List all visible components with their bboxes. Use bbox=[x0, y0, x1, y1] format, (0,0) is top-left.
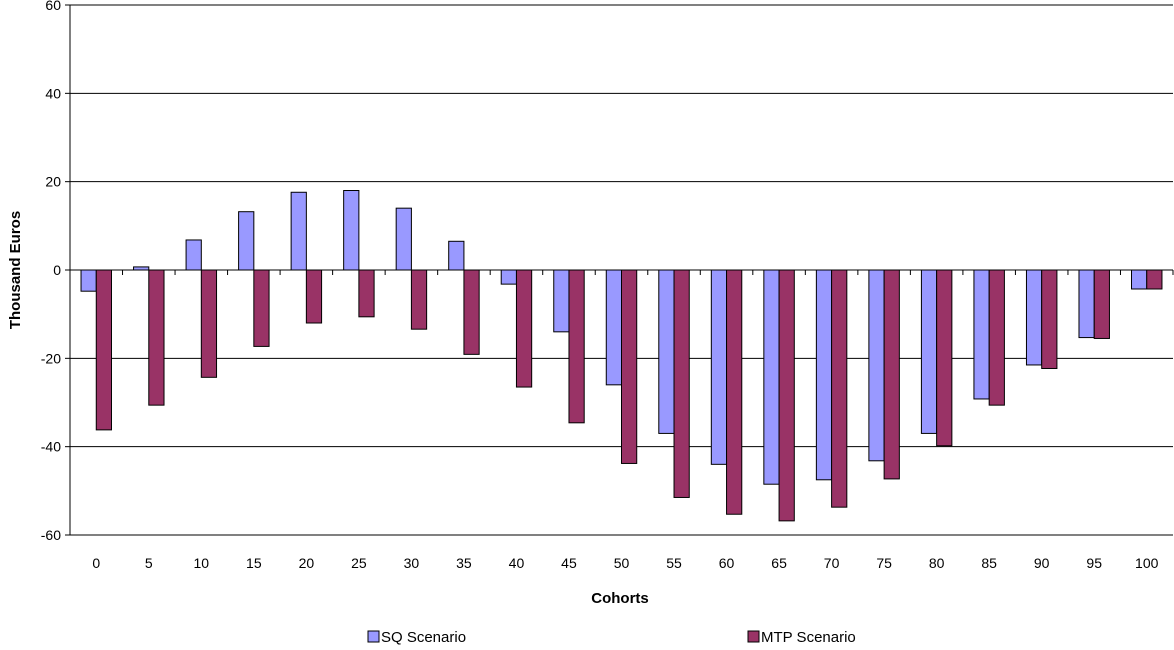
bar-sq bbox=[553, 269, 570, 333]
bar-mtp bbox=[148, 269, 165, 406]
bar-sq bbox=[710, 269, 728, 465]
x-tick-label: 15 bbox=[246, 555, 262, 571]
y-tick-label: 20 bbox=[45, 174, 61, 190]
x-tick-label: 100 bbox=[1135, 555, 1159, 571]
bar-sq bbox=[1131, 269, 1148, 290]
bar-mtp bbox=[95, 269, 112, 431]
bar-sq bbox=[763, 269, 780, 485]
bar-sq bbox=[920, 269, 938, 434]
x-tick-label: 35 bbox=[456, 555, 472, 571]
x-tick-label: 90 bbox=[1034, 555, 1050, 571]
bar-mtp bbox=[200, 269, 218, 378]
y-tick-labels: 60 40 20 0 -20 -40 -60 bbox=[41, 0, 61, 543]
bar-mtp bbox=[1146, 269, 1163, 290]
x-tick-label: 0 bbox=[92, 555, 100, 571]
x-tick-label: 70 bbox=[824, 555, 840, 571]
y-tick-label: -20 bbox=[41, 350, 61, 366]
bar-sq bbox=[448, 240, 465, 271]
x-tick-label: 30 bbox=[404, 555, 420, 571]
x-tick-label: 85 bbox=[981, 555, 997, 571]
legend-label: MTP Scenario bbox=[761, 629, 856, 646]
legend-swatch bbox=[367, 630, 380, 643]
bar-mtp bbox=[831, 269, 848, 508]
bar-sq bbox=[973, 269, 990, 400]
x-tick-label: 55 bbox=[666, 555, 682, 571]
bar-sq bbox=[185, 239, 202, 271]
bar-mtp bbox=[410, 269, 428, 330]
y-tick-label: 40 bbox=[45, 85, 61, 101]
x-tick-labels: 0 5 10 15 20 25 30 35 40 45 50 55 60 65 70 75 80 85 90 95 10… bbox=[92, 555, 1158, 571]
y-tick-label: 60 bbox=[45, 0, 61, 13]
bars bbox=[80, 190, 1163, 522]
y-tick-label: -40 bbox=[41, 439, 61, 455]
bar-mtp bbox=[936, 269, 953, 447]
bar-sq bbox=[605, 269, 622, 386]
x-tick-label: 40 bbox=[509, 555, 525, 571]
bar-sq bbox=[500, 269, 517, 285]
bar-sq bbox=[1078, 269, 1095, 339]
bar-mtp bbox=[621, 269, 638, 464]
axes bbox=[69, 5, 1174, 535]
bar-mtp bbox=[253, 269, 270, 347]
bar-sq bbox=[658, 269, 675, 434]
x-tick-label: 75 bbox=[876, 555, 892, 571]
bar-mtp bbox=[568, 269, 585, 424]
bar-mtp bbox=[515, 269, 533, 388]
bar-sq bbox=[395, 207, 412, 271]
bar-sq bbox=[290, 191, 307, 271]
x-tick-label: 65 bbox=[771, 555, 787, 571]
bar-mtp bbox=[358, 269, 375, 318]
bar-mtp bbox=[463, 269, 480, 355]
bar-mtp bbox=[1093, 269, 1110, 339]
bar-sq bbox=[1025, 269, 1043, 366]
bar-sq bbox=[80, 269, 97, 292]
bar-mtp bbox=[988, 269, 1005, 406]
legend-label: SQ Scenario bbox=[381, 629, 466, 646]
x-tick-label: 80 bbox=[929, 555, 945, 571]
bar-sq bbox=[343, 190, 360, 271]
legend-swatch bbox=[747, 630, 760, 643]
y-tick-label: -60 bbox=[41, 527, 61, 543]
y-tick-label: 0 bbox=[53, 262, 61, 278]
bar-sq bbox=[238, 211, 255, 271]
x-tick-label: 10 bbox=[194, 555, 210, 571]
x-tick-label: 50 bbox=[614, 555, 630, 571]
bar-mtp bbox=[883, 269, 900, 480]
bar-mtp bbox=[1041, 269, 1058, 369]
x-tick-label: 95 bbox=[1086, 555, 1102, 571]
x-tick-label: 25 bbox=[351, 555, 367, 571]
bar-mtp bbox=[778, 269, 795, 522]
x-tick-label: 60 bbox=[719, 555, 735, 571]
x-tick-label: 45 bbox=[561, 555, 577, 571]
bar-mtp bbox=[305, 269, 323, 324]
bar-mtp bbox=[726, 269, 743, 515]
bar-mtp bbox=[673, 269, 690, 498]
legend: SQ Scenario MTP Scenario bbox=[367, 629, 856, 646]
y-axis-title: Thousand Euros bbox=[7, 211, 24, 329]
bar-sq bbox=[868, 269, 885, 462]
x-tick-label: 20 bbox=[299, 555, 315, 571]
bar-sq bbox=[815, 269, 833, 481]
x-axis-title: Cohorts bbox=[591, 590, 649, 607]
x-tick-label: 5 bbox=[145, 555, 153, 571]
